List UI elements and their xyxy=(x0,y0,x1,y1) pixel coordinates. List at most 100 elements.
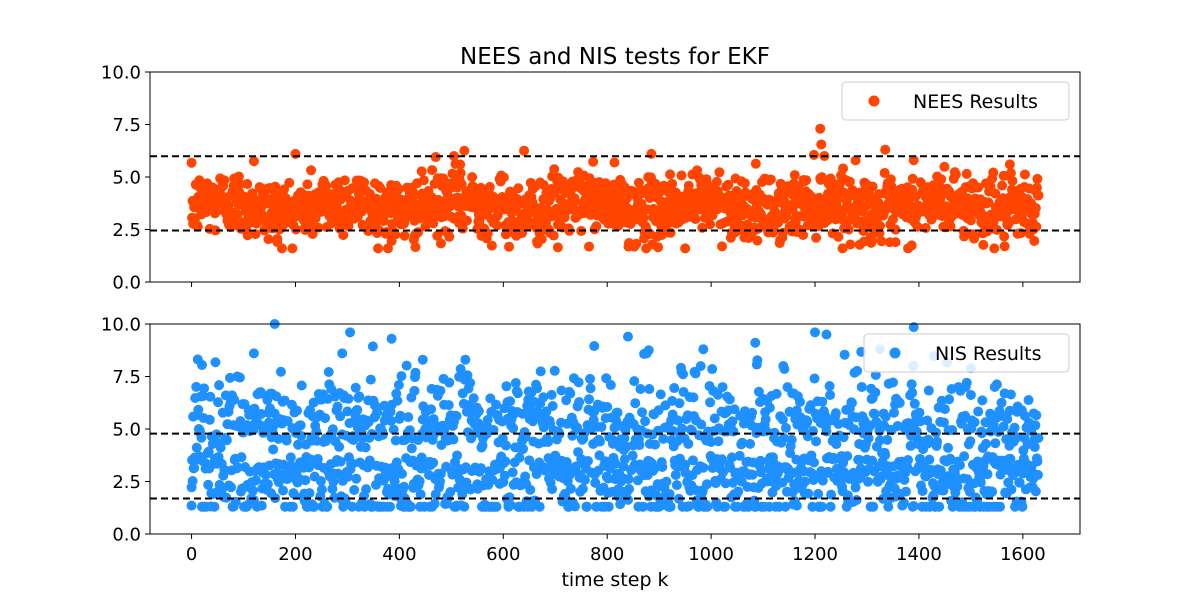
nis-point xyxy=(752,355,763,366)
nis-point xyxy=(396,468,407,479)
nees-point xyxy=(588,156,599,167)
nees-point xyxy=(798,229,809,240)
nees-point xyxy=(548,230,559,241)
nis-point xyxy=(907,387,918,398)
nis-point xyxy=(187,476,198,487)
nees-point xyxy=(302,179,313,190)
nis-point xyxy=(882,434,893,445)
nis-point xyxy=(500,456,511,467)
nis-point xyxy=(717,382,728,393)
nis-point xyxy=(1032,469,1043,480)
nis-point xyxy=(503,499,514,510)
nis-point xyxy=(205,391,216,402)
nis-point xyxy=(287,501,298,512)
nis-point xyxy=(388,424,399,435)
nees-point xyxy=(811,232,822,243)
nees-point xyxy=(306,165,317,176)
nis-point xyxy=(990,438,1001,449)
nis-point xyxy=(817,475,828,486)
nis-point xyxy=(596,421,607,432)
nis-ytick-label: 10.0 xyxy=(101,315,141,336)
nis-point xyxy=(448,434,459,445)
nis-point xyxy=(549,365,560,376)
nis-point xyxy=(542,436,553,447)
nees-y-axis: 0.0 2.5 5.0 7.5 10.0 xyxy=(101,63,150,294)
nis-point xyxy=(619,433,630,444)
nees-point xyxy=(552,242,563,253)
nis-point xyxy=(1033,433,1044,444)
nees-point xyxy=(475,182,486,193)
nis-point xyxy=(285,452,296,463)
nis-point xyxy=(627,450,638,461)
nis-point xyxy=(1029,442,1040,453)
nis-point xyxy=(445,487,456,498)
nis-point xyxy=(698,462,709,473)
nis-point xyxy=(250,475,261,486)
nis-point xyxy=(215,442,226,453)
nees-point xyxy=(714,167,725,178)
nis-point xyxy=(923,385,934,396)
nis-point xyxy=(278,485,289,496)
nis-point xyxy=(887,377,898,388)
nees-point xyxy=(838,163,849,174)
nis-point xyxy=(671,480,682,491)
nis-point xyxy=(386,333,397,344)
nis-point xyxy=(706,436,717,447)
nis-point xyxy=(786,434,797,445)
nis-point xyxy=(275,366,286,377)
nis-point xyxy=(335,411,346,422)
nis-point xyxy=(630,398,641,409)
nis-point xyxy=(698,344,709,355)
nis-point xyxy=(980,438,991,449)
nis-point xyxy=(778,433,789,444)
nis-point xyxy=(869,408,880,419)
nees-point xyxy=(210,225,221,236)
nis-point xyxy=(637,407,648,418)
nees-point xyxy=(880,144,891,155)
nis-point xyxy=(462,370,473,381)
nis-point xyxy=(830,408,841,419)
nis-point xyxy=(944,394,955,405)
nis-point xyxy=(825,390,836,401)
nis-point xyxy=(856,381,867,392)
nees-point xyxy=(591,221,602,232)
nis-point xyxy=(332,401,343,412)
nis-point xyxy=(769,427,780,438)
nis-point xyxy=(821,329,832,340)
nis-point xyxy=(316,484,327,495)
nees-point xyxy=(1004,159,1015,170)
nis-point xyxy=(899,474,910,485)
nees-point xyxy=(233,171,244,182)
nis-point xyxy=(880,450,891,461)
nees-point xyxy=(339,175,350,186)
nees-point xyxy=(834,181,845,192)
nees-panel: 0.0 2.5 5.0 7.5 10.0 NEES Results xyxy=(101,63,1081,294)
nis-point xyxy=(745,438,756,449)
nis-point xyxy=(288,488,299,499)
nees-point xyxy=(393,184,404,195)
nis-point xyxy=(547,401,558,412)
nis-point xyxy=(351,473,362,484)
nis-point xyxy=(1030,420,1041,431)
nis-point xyxy=(878,493,889,504)
nees-point xyxy=(1019,169,1030,180)
nis-point xyxy=(572,422,583,433)
nis-point xyxy=(401,360,412,371)
nis-point xyxy=(717,454,728,465)
xtick-label: 400 xyxy=(382,544,416,565)
nees-point xyxy=(989,243,1000,254)
nis-point xyxy=(365,374,376,385)
nis-point xyxy=(780,501,791,512)
nees-point xyxy=(990,188,1001,199)
nis-point xyxy=(256,500,267,511)
nees-point xyxy=(418,175,429,186)
nis-point xyxy=(343,393,354,404)
nis-point xyxy=(589,341,600,352)
nis-point xyxy=(229,394,240,405)
nis-point xyxy=(870,370,881,381)
nis-point xyxy=(514,452,525,463)
nees-point xyxy=(825,173,836,184)
nis-point xyxy=(852,365,863,376)
nis-point xyxy=(189,462,200,473)
